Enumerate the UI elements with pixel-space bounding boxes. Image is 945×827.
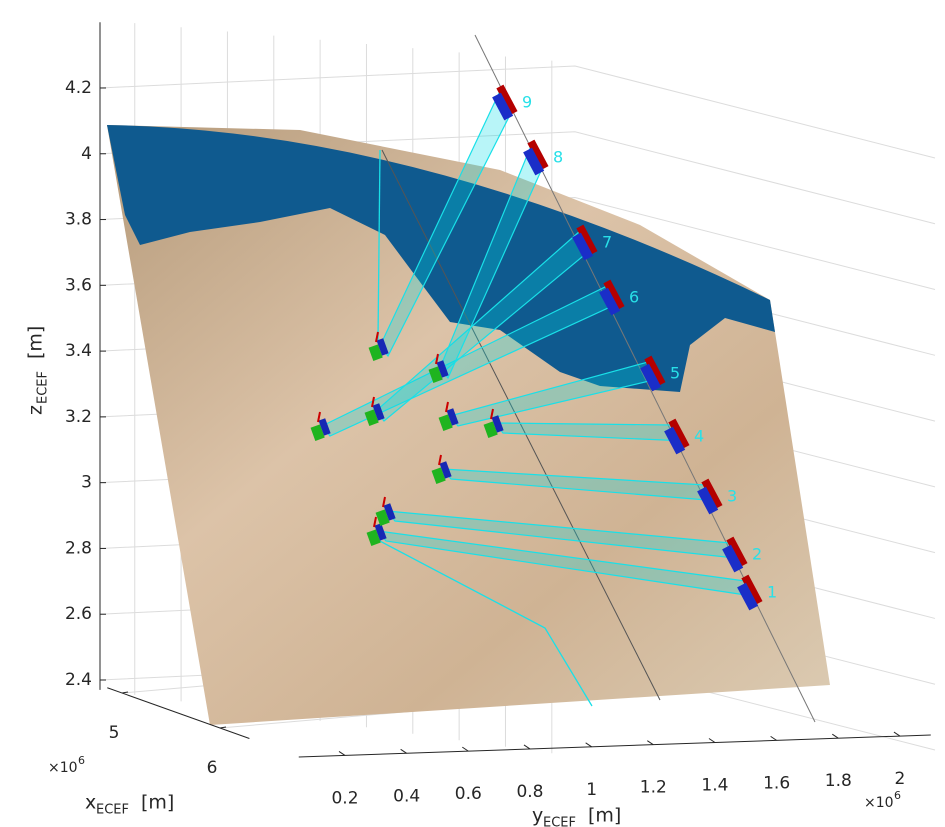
y-tick [401,749,407,753]
z-tick-label: 3.4 [65,341,92,361]
axis-label-sub: ECEF [543,816,576,827]
satellite-label: 8 [553,148,563,167]
y-tick [709,739,715,743]
axis-label-unit: [m] [141,792,174,814]
z-tick-label: 3 [81,473,92,493]
axis-label-main: z [25,405,47,415]
y-tick-label: 0.4 [393,786,420,806]
axis-multiplier: ×10 [864,795,894,811]
axis-multiplier: ×10 [48,760,78,776]
x-tick-label: 6 [207,758,218,778]
y-axis-line [299,735,931,757]
z-tick-label: 4 [81,144,92,164]
y-tick [524,745,530,749]
y-tick [894,732,900,736]
y-tick-label: 1.8 [825,771,852,791]
y-tick-label: 0.2 [331,788,358,808]
y-tick [462,747,468,751]
y-tick [586,743,592,747]
satellite-label: 3 [727,487,737,506]
y-tick-label: 2 [895,769,906,789]
axis-multiplier-power: 6 [78,754,85,767]
y-tick-label: 1.4 [701,776,728,796]
axis-label-sub: ECEF [96,803,129,818]
axis-label-main: y [532,805,543,827]
satellite-label: 4 [694,427,704,446]
satellite-label: 7 [602,233,612,252]
y-tick-label: 0.6 [455,784,482,804]
z-tick-label: 3.6 [65,275,92,295]
x-tick-label: 5 [109,723,120,743]
z-tick-label: 4.2 [65,78,92,98]
satellite-label: 2 [752,545,762,564]
z-tick-label: 2.8 [65,538,92,558]
satellite-label: 1 [767,583,777,602]
chart: 123456789 2.42.62.833.23.43.63.844.20.20… [0,0,945,827]
y-tick-label: 0.8 [516,782,543,802]
satellite-label: 6 [629,288,639,307]
satellite-label: 9 [522,93,532,112]
z-tick-label: 3.2 [65,407,92,427]
axis-label-unit: [m] [588,805,621,827]
y-tick [771,736,777,740]
y-tick [339,751,345,755]
z-tick-label: 2.4 [65,670,92,690]
y-tick [647,741,653,745]
y-tick [832,734,838,738]
axis-label-main: x [85,792,96,814]
y-tick-label: 1.6 [763,773,790,793]
z-tick-label: 2.6 [65,604,92,624]
axis-label: yECEF [m] [532,805,621,827]
y-tick-label: 1 [586,780,597,800]
axis-multiplier-power: 6 [894,789,901,802]
satellite-label: 5 [670,364,680,383]
z-tick-label: 3.8 [65,210,92,230]
axis-label-sub: ECEF [36,371,51,404]
axis-label-unit: [m] [25,326,47,359]
y-tick-label: 1.2 [640,778,667,798]
